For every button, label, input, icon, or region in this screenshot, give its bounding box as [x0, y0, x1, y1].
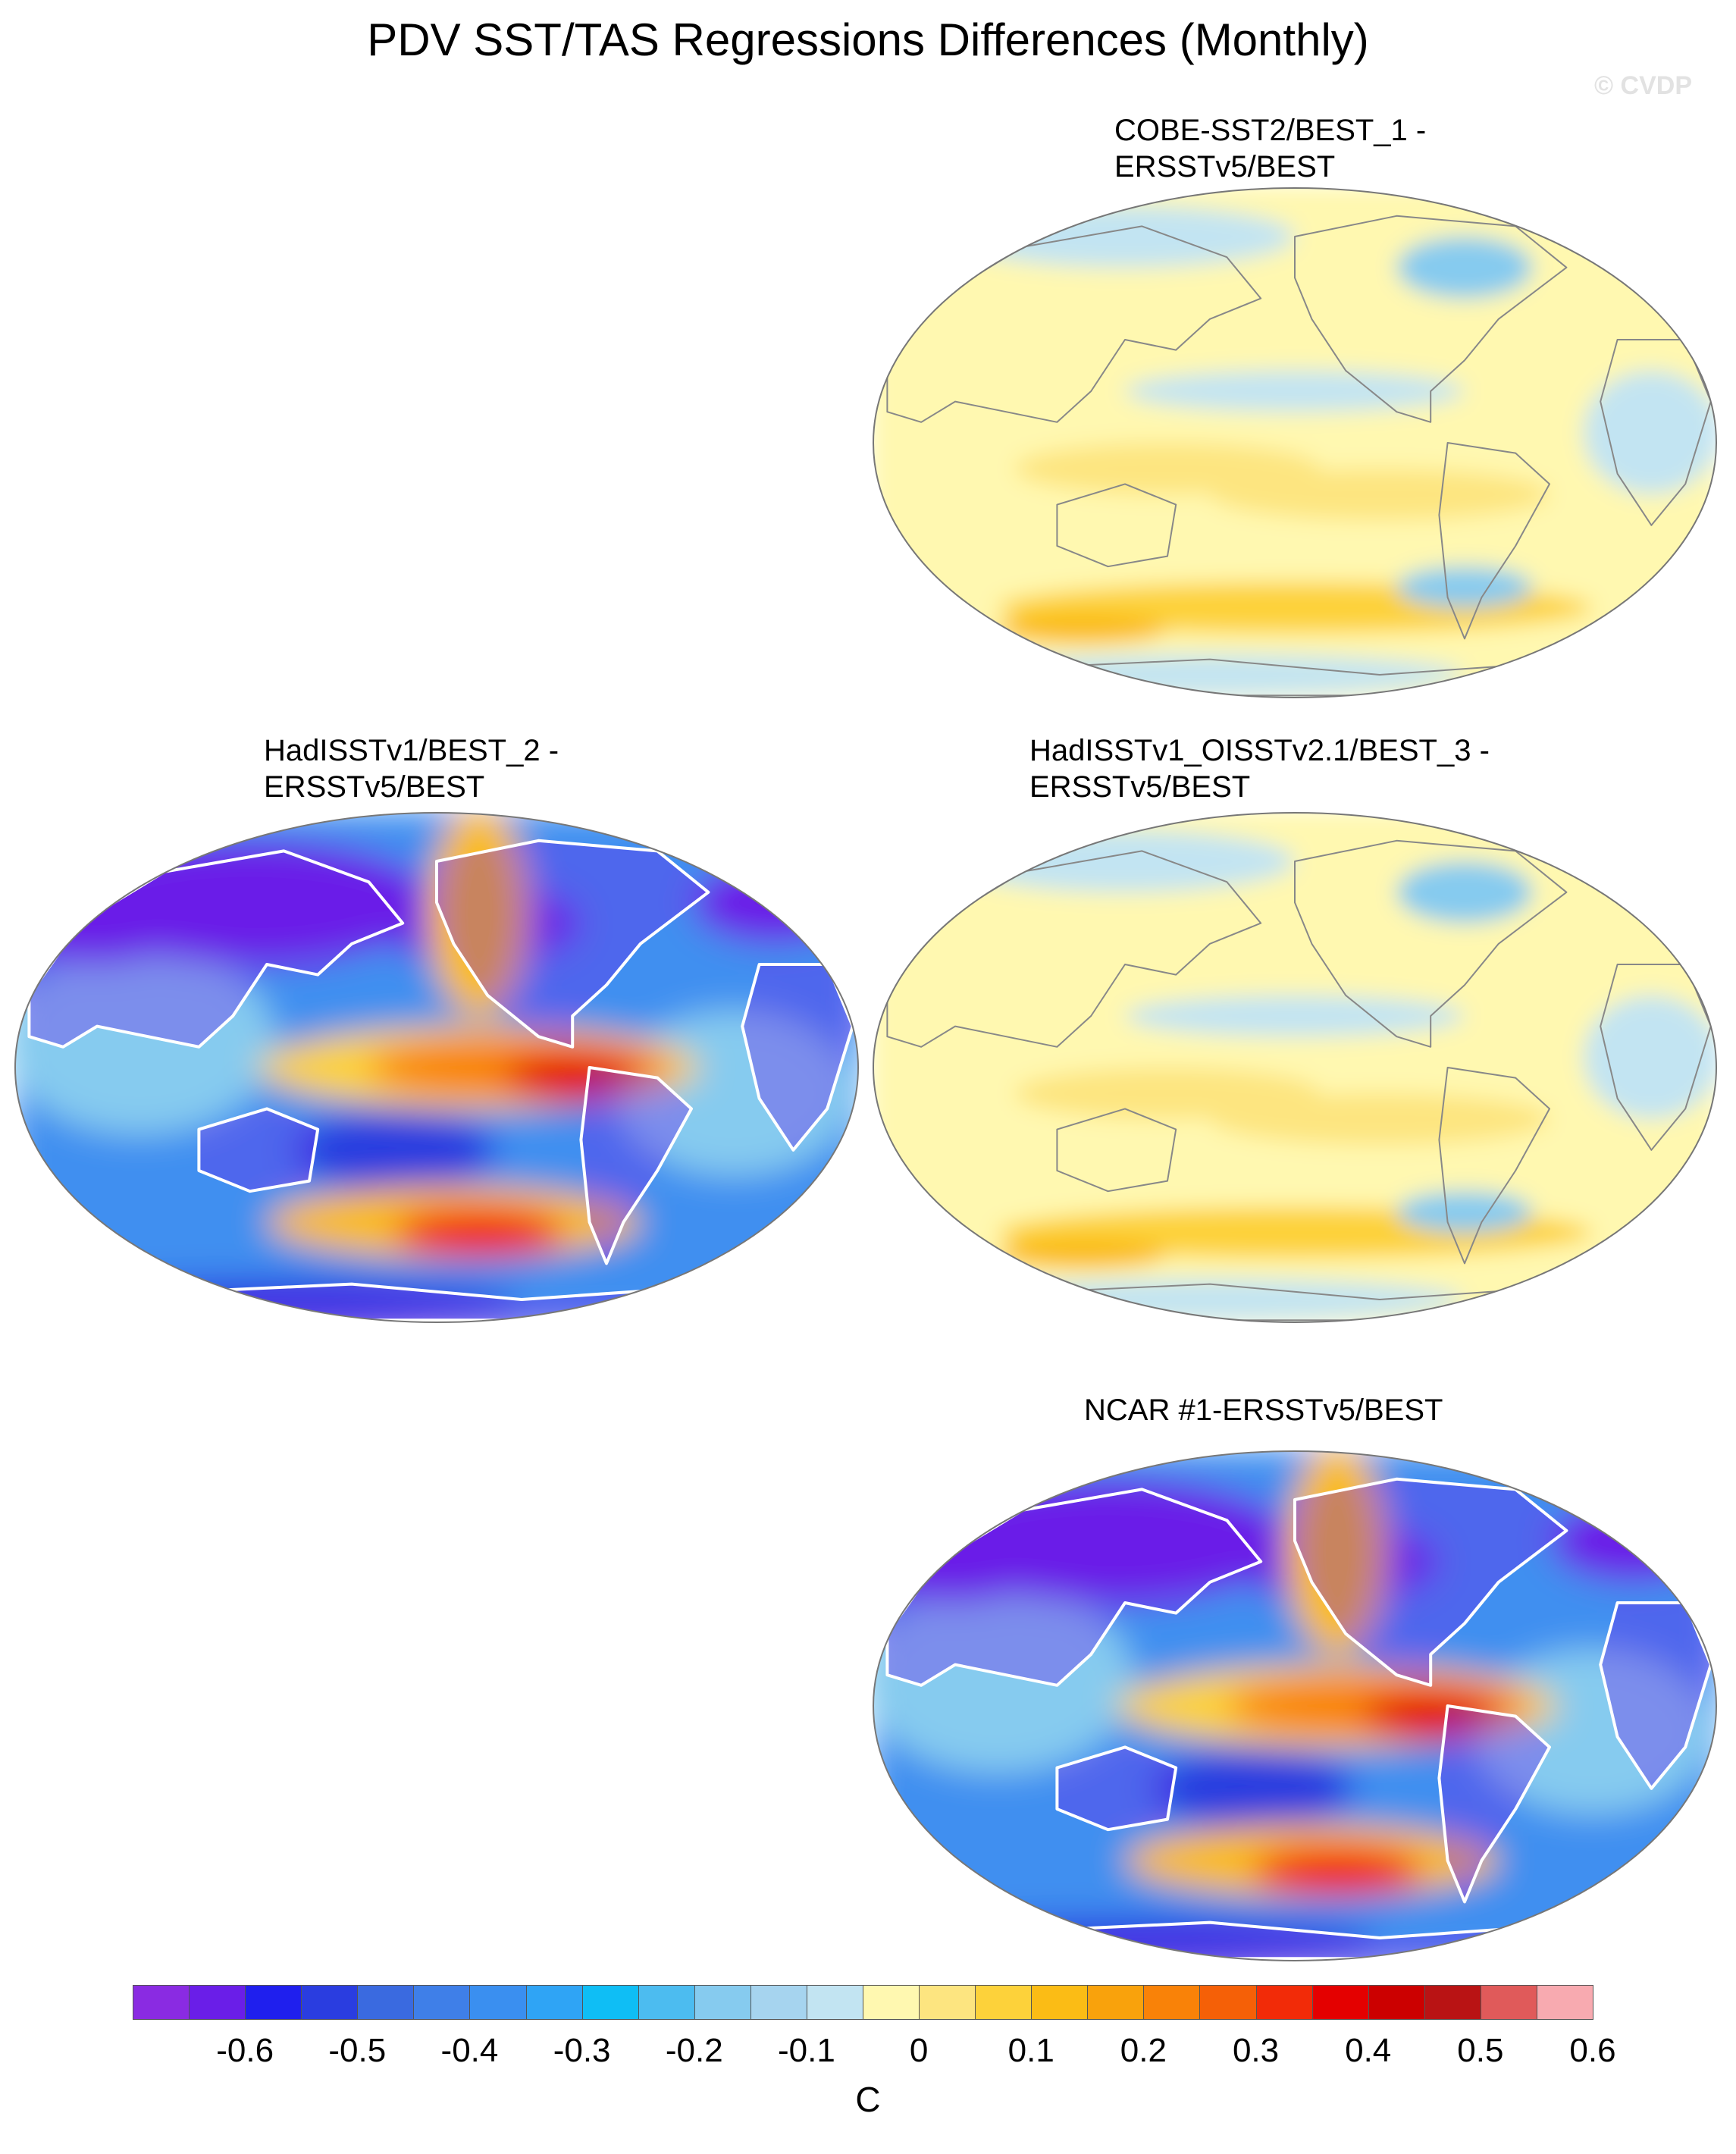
map-hadoi: [870, 810, 1719, 1325]
colorbar-box: [469, 1985, 527, 2020]
map-hadisst: [12, 810, 861, 1325]
map-cobe: [870, 185, 1719, 701]
colorbar-box: [694, 1985, 751, 2020]
colorbar-tick-label: 0: [909, 2032, 929, 2069]
colorbar-box: [1087, 1985, 1145, 2020]
colorbar-tick-label: -0.3: [553, 2032, 611, 2069]
panel-title-cobe-line2: ERSSTv5/BEST: [1114, 150, 1336, 183]
colorbar-box: [189, 1985, 246, 2020]
colorbar-box: [1255, 1985, 1313, 2020]
map-svg: [14, 812, 860, 1323]
panel-title-hadoi: HadISSTv1_OISSTv2.1/BEST_3 - ERSSTv5/BES…: [1029, 732, 1490, 805]
panel-title-hadoi-line1: HadISSTv1_OISSTv2.1/BEST_3 -: [1029, 734, 1490, 767]
colorbar-box: [919, 1985, 976, 2020]
colorbar-box: [1368, 1985, 1425, 2020]
colorbar-box: [1536, 1985, 1593, 2020]
panel-title-cobe-line1: COBE-SST2/BEST_1 -: [1114, 114, 1427, 147]
colorbar-box: [581, 1985, 639, 2020]
colorbar-tick-label: 0.5: [1457, 2032, 1504, 2069]
colorbar-tick-label: 0.2: [1120, 2032, 1167, 2069]
colorbar-box: [525, 1985, 583, 2020]
map-svg: [872, 1450, 1718, 1961]
colorbar-tick-label: 0.4: [1345, 2032, 1392, 2069]
map-ncar: [870, 1448, 1719, 1964]
colorbar-box: [245, 1985, 302, 2020]
colorbar-box: [750, 1985, 807, 2020]
colorbar-tick-label: 0.1: [1007, 2032, 1054, 2069]
colorbar-box: [975, 1985, 1033, 2020]
colorbar-box: [863, 1985, 920, 2020]
panel-title-ncar-line1: NCAR #1-ERSSTv5/BEST: [1084, 1394, 1443, 1427]
colorbar-tick-label: -0.6: [216, 2032, 274, 2069]
colorbar-box: [806, 1985, 863, 2020]
colorbar-box: [638, 1985, 695, 2020]
colorbar-units: C: [855, 2080, 881, 2119]
panel-title-ncar: NCAR #1-ERSSTv5/BEST: [1084, 1392, 1443, 1428]
cvdp-watermark: © CVDP: [1594, 71, 1692, 100]
colorbar-box: [133, 1985, 190, 2020]
colorbar-tick-label: 0.3: [1232, 2032, 1280, 2069]
panel-title-cobe: COBE-SST2/BEST_1 - ERSSTv5/BEST: [1114, 112, 1426, 185]
colorbar-box: [1143, 1985, 1201, 2020]
colorbar-box: [413, 1985, 471, 2020]
colorbar-box: [301, 1985, 359, 2020]
colorbar-box: [1311, 1985, 1369, 2020]
colorbar-box: [1031, 1985, 1089, 2020]
colorbar-tick-label: 0.6: [1569, 2032, 1616, 2069]
colorbar-tick-label: -0.4: [440, 2032, 499, 2069]
colorbar-box: [1424, 1985, 1481, 2020]
colorbar-box: [1199, 1985, 1257, 2020]
panel-title-hadisst: HadISSTv1/BEST_2 - ERSSTv5/BEST: [264, 732, 559, 805]
panel-title-hadisst-line1: HadISSTv1/BEST_2 -: [264, 734, 559, 767]
panel-title-hadisst-line2: ERSSTv5/BEST: [264, 770, 485, 804]
map-svg: [872, 187, 1718, 698]
colorbar-box: [1480, 1985, 1537, 2020]
colorbar-tick-label: -0.2: [665, 2032, 723, 2069]
figure-title: PDV SST/TAS Regressions Differences (Mon…: [367, 14, 1369, 65]
colorbar-tick-label: -0.1: [778, 2032, 835, 2069]
colorbar-box: [357, 1985, 415, 2020]
colorbar: [133, 1985, 1593, 2021]
colorbar-tick-label: -0.5: [328, 2032, 387, 2069]
panel-title-hadoi-line2: ERSSTv5/BEST: [1029, 770, 1251, 804]
map-svg: [872, 812, 1718, 1323]
